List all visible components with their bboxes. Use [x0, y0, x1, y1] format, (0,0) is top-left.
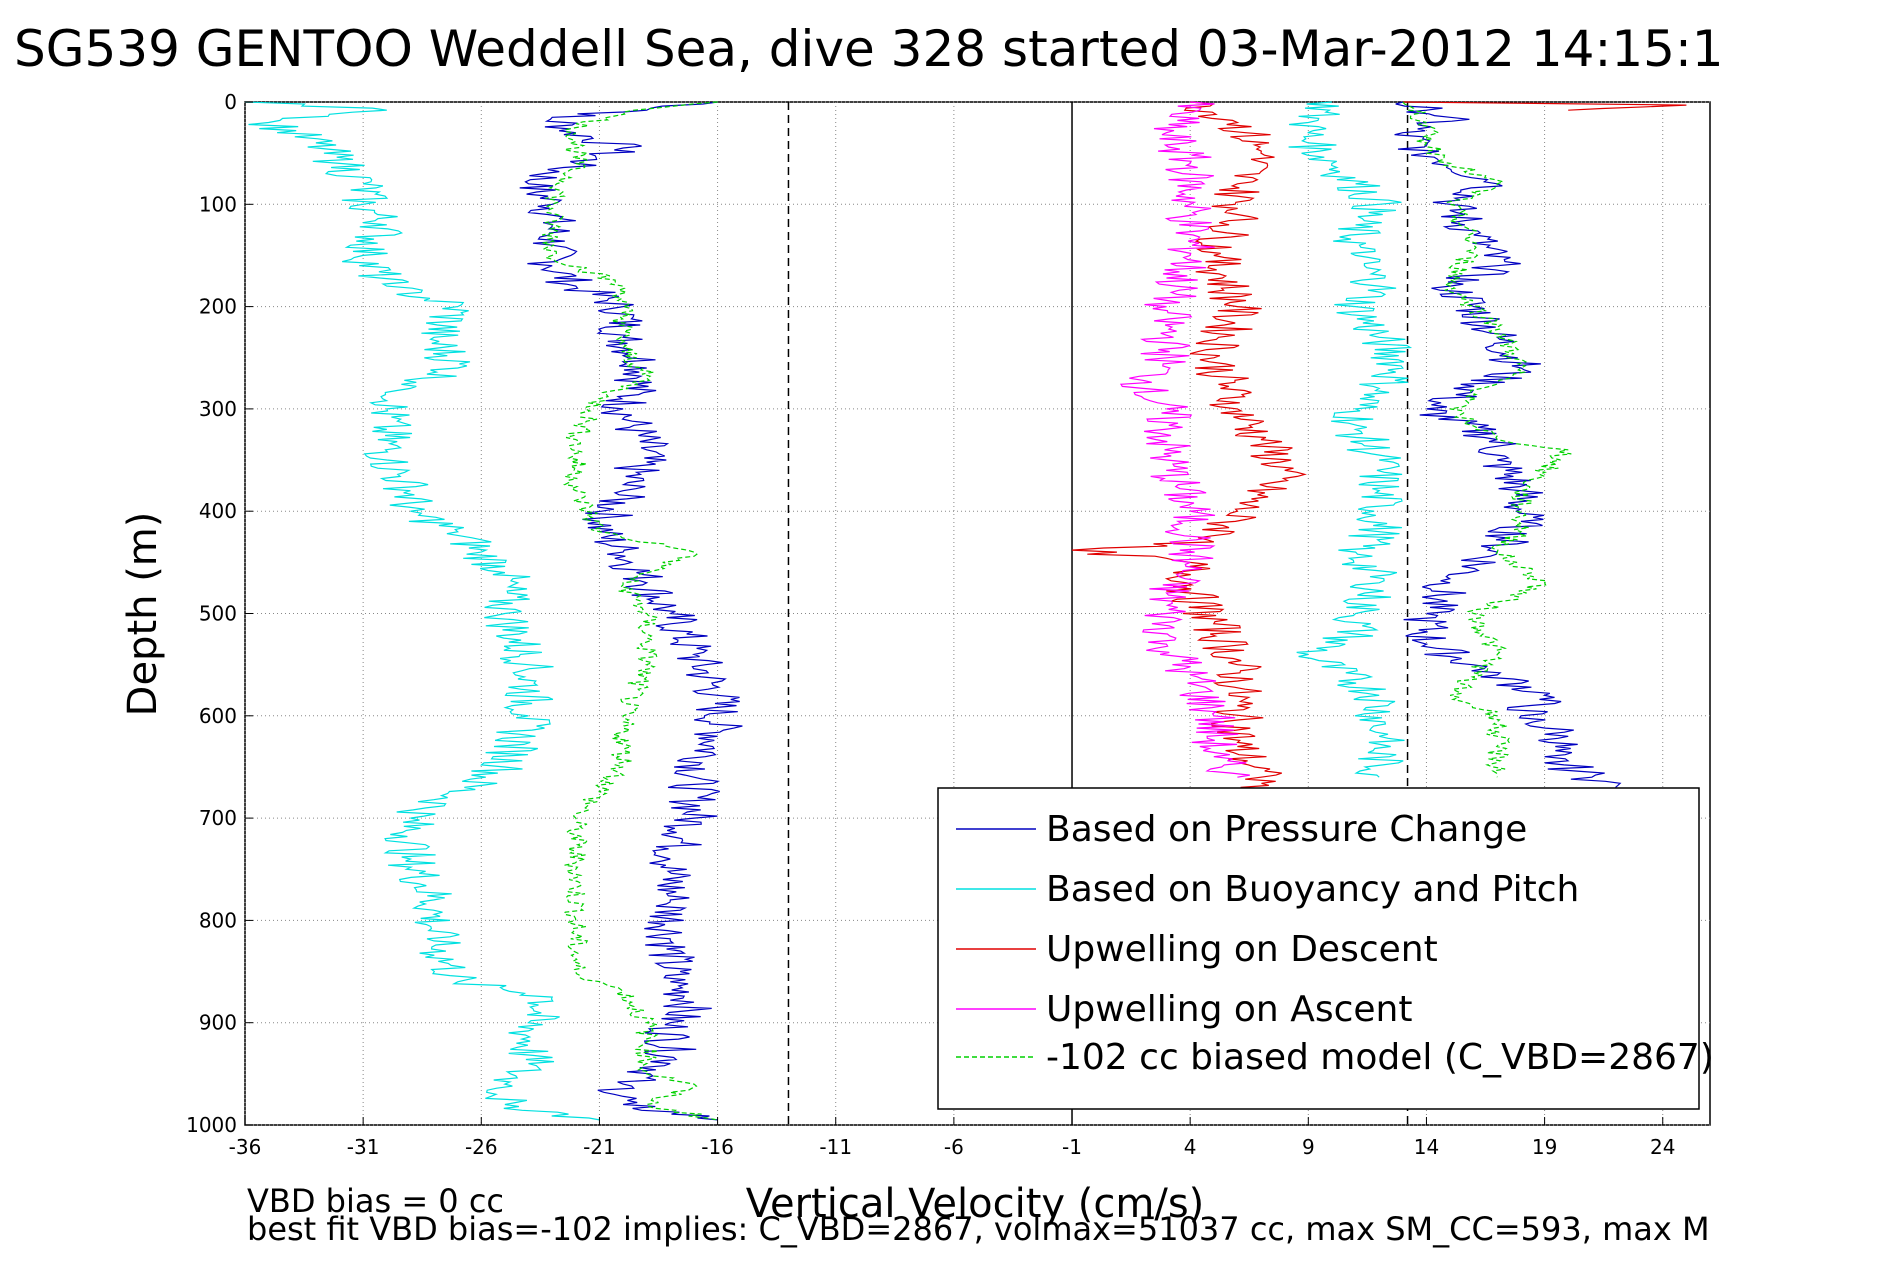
y-tick-label: 1000 — [186, 1113, 237, 1137]
y-tick-label: 900 — [199, 1011, 237, 1035]
series-line — [519, 101, 743, 1121]
y-tick-label: 400 — [199, 499, 237, 523]
x-tick-label: -26 — [465, 1135, 498, 1159]
legend-box — [937, 787, 1700, 1110]
x-tick-label: -36 — [229, 1135, 262, 1159]
series-group — [244, 101, 1687, 1121]
x-tick-label: -31 — [347, 1135, 380, 1159]
y-tick-label: 200 — [199, 295, 237, 319]
series-line — [1119, 101, 1250, 778]
x-tick-label: -6 — [944, 1135, 964, 1159]
y-tick-label: 100 — [199, 192, 237, 216]
x-tick-label: -16 — [701, 1135, 734, 1159]
legend: Based on Pressure Change Based on Buoyanc… — [937, 787, 1714, 1110]
series-line — [541, 101, 718, 1121]
series-line — [1071, 101, 1307, 799]
x-axis-label: Vertical Velocity (cm/s) — [746, 1181, 1205, 1227]
series-line — [1288, 101, 1413, 778]
y-tick-label: 600 — [199, 704, 237, 728]
x-ticks: -36 -31 -26 -21 -16 -11 -6 -1 4 9 14 19 24 — [229, 1117, 1675, 1159]
legend-label: Upwelling on Descent — [1046, 929, 1438, 970]
x-tick-label: 19 — [1532, 1135, 1557, 1159]
x-tick-label: 9 — [1302, 1135, 1315, 1159]
series-line — [1402, 101, 1572, 778]
legend-label: Based on Buoyancy and Pitch — [1046, 869, 1579, 910]
y-tick-label: 500 — [199, 602, 237, 626]
y-ticks: 0 100 200 300 400 500 600 700 800 900 1000 — [186, 90, 253, 1137]
y-axis-label: Depth (m) — [120, 512, 166, 717]
y-tick-label: 700 — [199, 806, 237, 830]
footer-line-2: best fit VBD bias=-102 implies: C_VBD=28… — [247, 1210, 1710, 1248]
x-tick-label: -11 — [819, 1135, 852, 1159]
x-tick-label: -21 — [583, 1135, 616, 1159]
series-line — [1402, 101, 1687, 111]
legend-label: Upwelling on Ascent — [1046, 989, 1412, 1030]
x-tick-label: 24 — [1650, 1135, 1675, 1159]
footer-line-1: VBD bias = 0 cc — [247, 1182, 504, 1220]
x-tick-label: 14 — [1414, 1135, 1439, 1159]
x-tick-label: 4 — [1184, 1135, 1197, 1159]
x-tick-label: -1 — [1062, 1135, 1082, 1159]
legend-label: Based on Pressure Change — [1046, 809, 1527, 850]
y-tick-label: 300 — [199, 397, 237, 421]
chart-title: SG539 GENTOO Weddell Sea, dive 328 start… — [14, 20, 1724, 78]
y-tick-label: 800 — [199, 908, 237, 932]
y-tick-label: 0 — [224, 90, 237, 114]
legend-label: -102 cc biased model (C_VBD=2867) — [1046, 1037, 1714, 1078]
series-line — [244, 101, 600, 1121]
